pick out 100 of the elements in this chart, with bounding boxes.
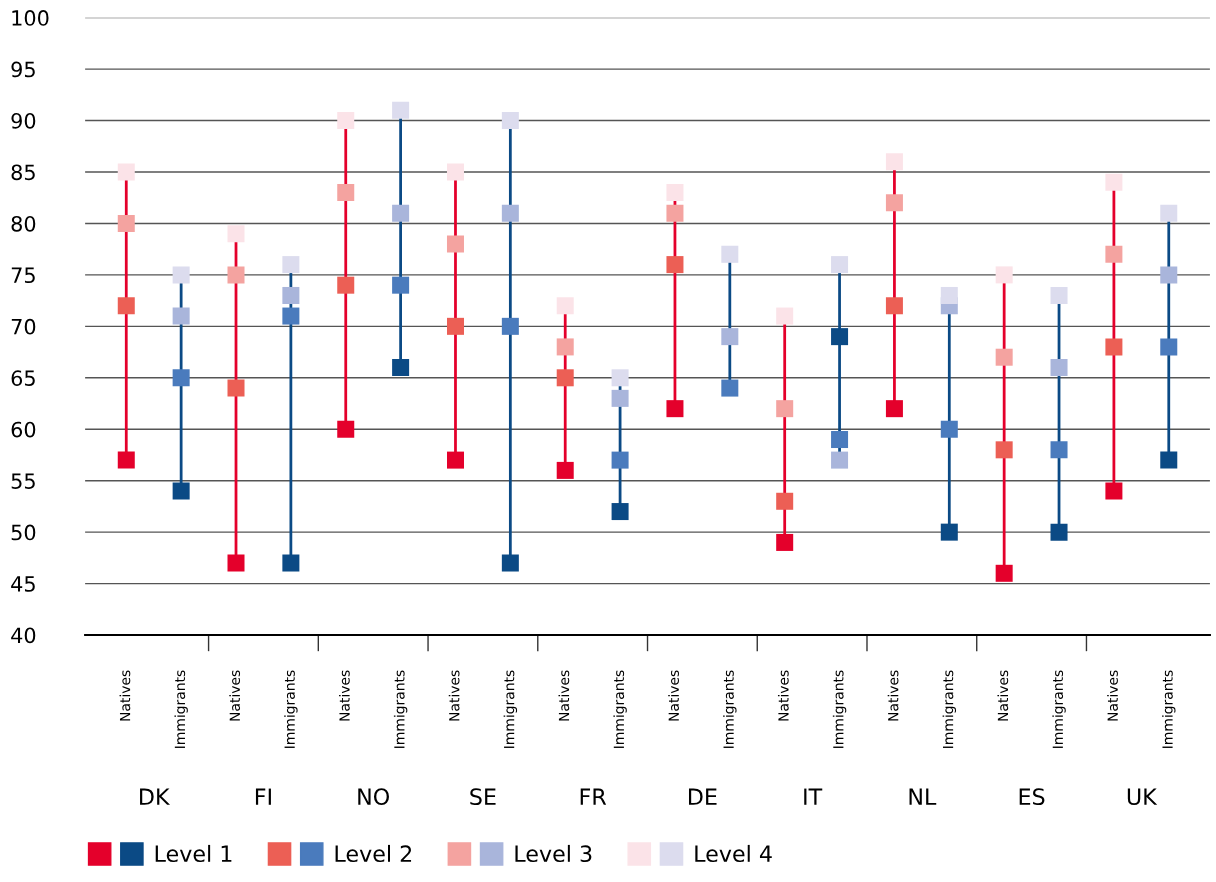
x-tick-label: Immigrants	[942, 670, 957, 748]
point	[721, 245, 739, 263]
x-tick-label: Natives	[229, 670, 241, 721]
point	[995, 348, 1013, 366]
point	[227, 379, 245, 397]
legend-label: Level 1	[155, 844, 232, 863]
point	[1050, 523, 1068, 541]
text: NL	[909, 788, 937, 805]
point	[995, 266, 1013, 284]
point	[337, 276, 355, 294]
point	[501, 112, 519, 130]
point	[1105, 245, 1123, 263]
point	[1105, 482, 1123, 500]
point	[611, 451, 629, 469]
text: IT	[804, 788, 823, 805]
point	[117, 163, 135, 181]
x-tick-label: Natives	[777, 670, 789, 721]
point	[1050, 286, 1068, 304]
point	[446, 317, 464, 335]
point	[337, 420, 355, 438]
text: NO	[358, 788, 389, 806]
x-tick-label: Immigrants	[1162, 670, 1176, 748]
point	[1050, 441, 1068, 459]
point	[1160, 338, 1178, 356]
x-tick-label: Natives	[668, 670, 679, 721]
point	[1105, 173, 1123, 191]
point	[556, 297, 574, 315]
point	[337, 112, 355, 130]
point	[172, 369, 190, 387]
point	[831, 328, 849, 346]
point	[337, 184, 355, 202]
point	[392, 358, 410, 377]
point	[776, 533, 794, 551]
x-tick-label: Natives	[339, 670, 350, 721]
point	[282, 256, 300, 274]
point	[1050, 358, 1068, 377]
point	[776, 400, 794, 418]
point	[392, 204, 410, 222]
text: ES	[1019, 788, 1045, 806]
x-tick-label: Immigrants	[613, 670, 627, 748]
point	[666, 204, 684, 222]
text: UK	[1127, 788, 1158, 806]
y-tick-label: 95	[11, 61, 35, 78]
point	[721, 328, 739, 346]
point	[501, 317, 519, 335]
text: DE	[688, 788, 717, 805]
y-tick-label: 55	[11, 473, 35, 489]
point	[831, 431, 849, 449]
x-tick-label: Natives	[997, 670, 1009, 721]
point	[392, 101, 410, 119]
point	[611, 369, 629, 387]
point	[1105, 338, 1123, 356]
y-tick-label: 45	[11, 576, 35, 592]
point	[282, 554, 300, 572]
point	[556, 369, 574, 387]
point	[940, 523, 958, 541]
text: FI	[255, 788, 271, 805]
x-tick-label: Immigrants	[284, 670, 298, 748]
point	[666, 256, 684, 274]
point	[117, 214, 135, 232]
point	[501, 554, 519, 572]
y-tick-label: 100	[12, 10, 49, 26]
x-tick-label: Immigrants	[393, 670, 408, 748]
point	[666, 400, 684, 418]
point	[282, 286, 300, 304]
point	[446, 235, 464, 253]
point	[885, 153, 903, 171]
point	[1160, 451, 1178, 469]
point	[831, 256, 849, 274]
point	[940, 420, 958, 438]
point	[172, 482, 190, 500]
point	[776, 307, 794, 325]
point	[446, 163, 464, 181]
point	[776, 492, 794, 510]
point	[172, 266, 190, 284]
x-tick-label: Immigrants	[503, 670, 518, 748]
text: SE	[470, 788, 496, 806]
x-tick-label: Natives	[1107, 670, 1118, 721]
point	[227, 266, 245, 284]
point	[117, 297, 135, 315]
point	[885, 297, 903, 315]
point	[392, 276, 410, 294]
x-tick-label: Natives	[558, 670, 570, 721]
point	[885, 194, 903, 212]
point	[117, 451, 135, 469]
x-tick-label: Natives	[119, 670, 131, 721]
point	[227, 554, 245, 572]
y-tick-label: 40	[11, 627, 36, 644]
point	[446, 451, 464, 469]
y-tick-label: 65	[11, 370, 35, 386]
point	[611, 503, 629, 521]
point	[556, 338, 574, 356]
y-tick-label: 80	[11, 215, 36, 232]
point	[227, 225, 245, 243]
point	[721, 379, 739, 397]
text: FR	[580, 788, 607, 805]
x-tick-label: Immigrants	[1052, 670, 1066, 748]
point	[1160, 204, 1178, 222]
legend-label: Level 2	[335, 844, 412, 863]
point	[282, 307, 300, 325]
